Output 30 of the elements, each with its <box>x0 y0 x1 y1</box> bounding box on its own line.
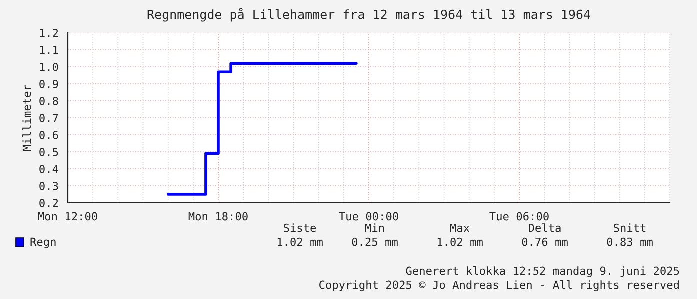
y-tick-label: 0.8 <box>40 97 58 106</box>
y-tick-label: 0.7 <box>40 114 58 122</box>
y-tick-label: 1.2 <box>40 29 58 38</box>
text: 1.02 mm <box>438 238 483 246</box>
y-tick-label: 0.2 <box>40 199 58 208</box>
text: 0.25 mm <box>352 238 398 246</box>
x-tick-label: Tue 00:00 <box>339 212 398 221</box>
chart-title: Regnmengde på Lillehammer fra 12 mars 1964 til 13 mars 1964 <box>148 8 590 22</box>
text: Siste <box>284 224 316 232</box>
text: Copyright 2025 © Jo Andreas Lien - All rights reserved <box>320 280 679 292</box>
y-tick-label: 0.6 <box>40 131 58 140</box>
y-tick-label: 1.0 <box>40 63 58 72</box>
text: 0.83 mm <box>607 238 653 246</box>
y-tick-label: 0.9 <box>40 80 58 88</box>
y-tick-label: 0.5 <box>40 148 58 156</box>
text: Delta <box>529 224 561 232</box>
y-tick-label: 0.4 <box>40 165 58 174</box>
y-axis-title: Millimeter <box>22 84 32 151</box>
text: Min <box>365 224 384 232</box>
text: 0.76 mm <box>522 238 568 246</box>
y-tick-label: 1.1 <box>40 46 58 54</box>
text: Max <box>450 224 470 232</box>
x-tick-label: Mon 12:00 <box>38 212 98 221</box>
x-tick-label: Tue 06:00 <box>490 212 549 221</box>
y-tick-label: 0.3 <box>40 182 58 190</box>
legend-label: Regn <box>30 238 56 248</box>
x-tick-label: Mon 18:00 <box>188 212 248 221</box>
text: Generert klokka 12:52 mandag 9. juni 2025 <box>406 266 680 278</box>
text: Snitt <box>614 224 646 232</box>
text: 1.02 mm <box>278 238 323 246</box>
